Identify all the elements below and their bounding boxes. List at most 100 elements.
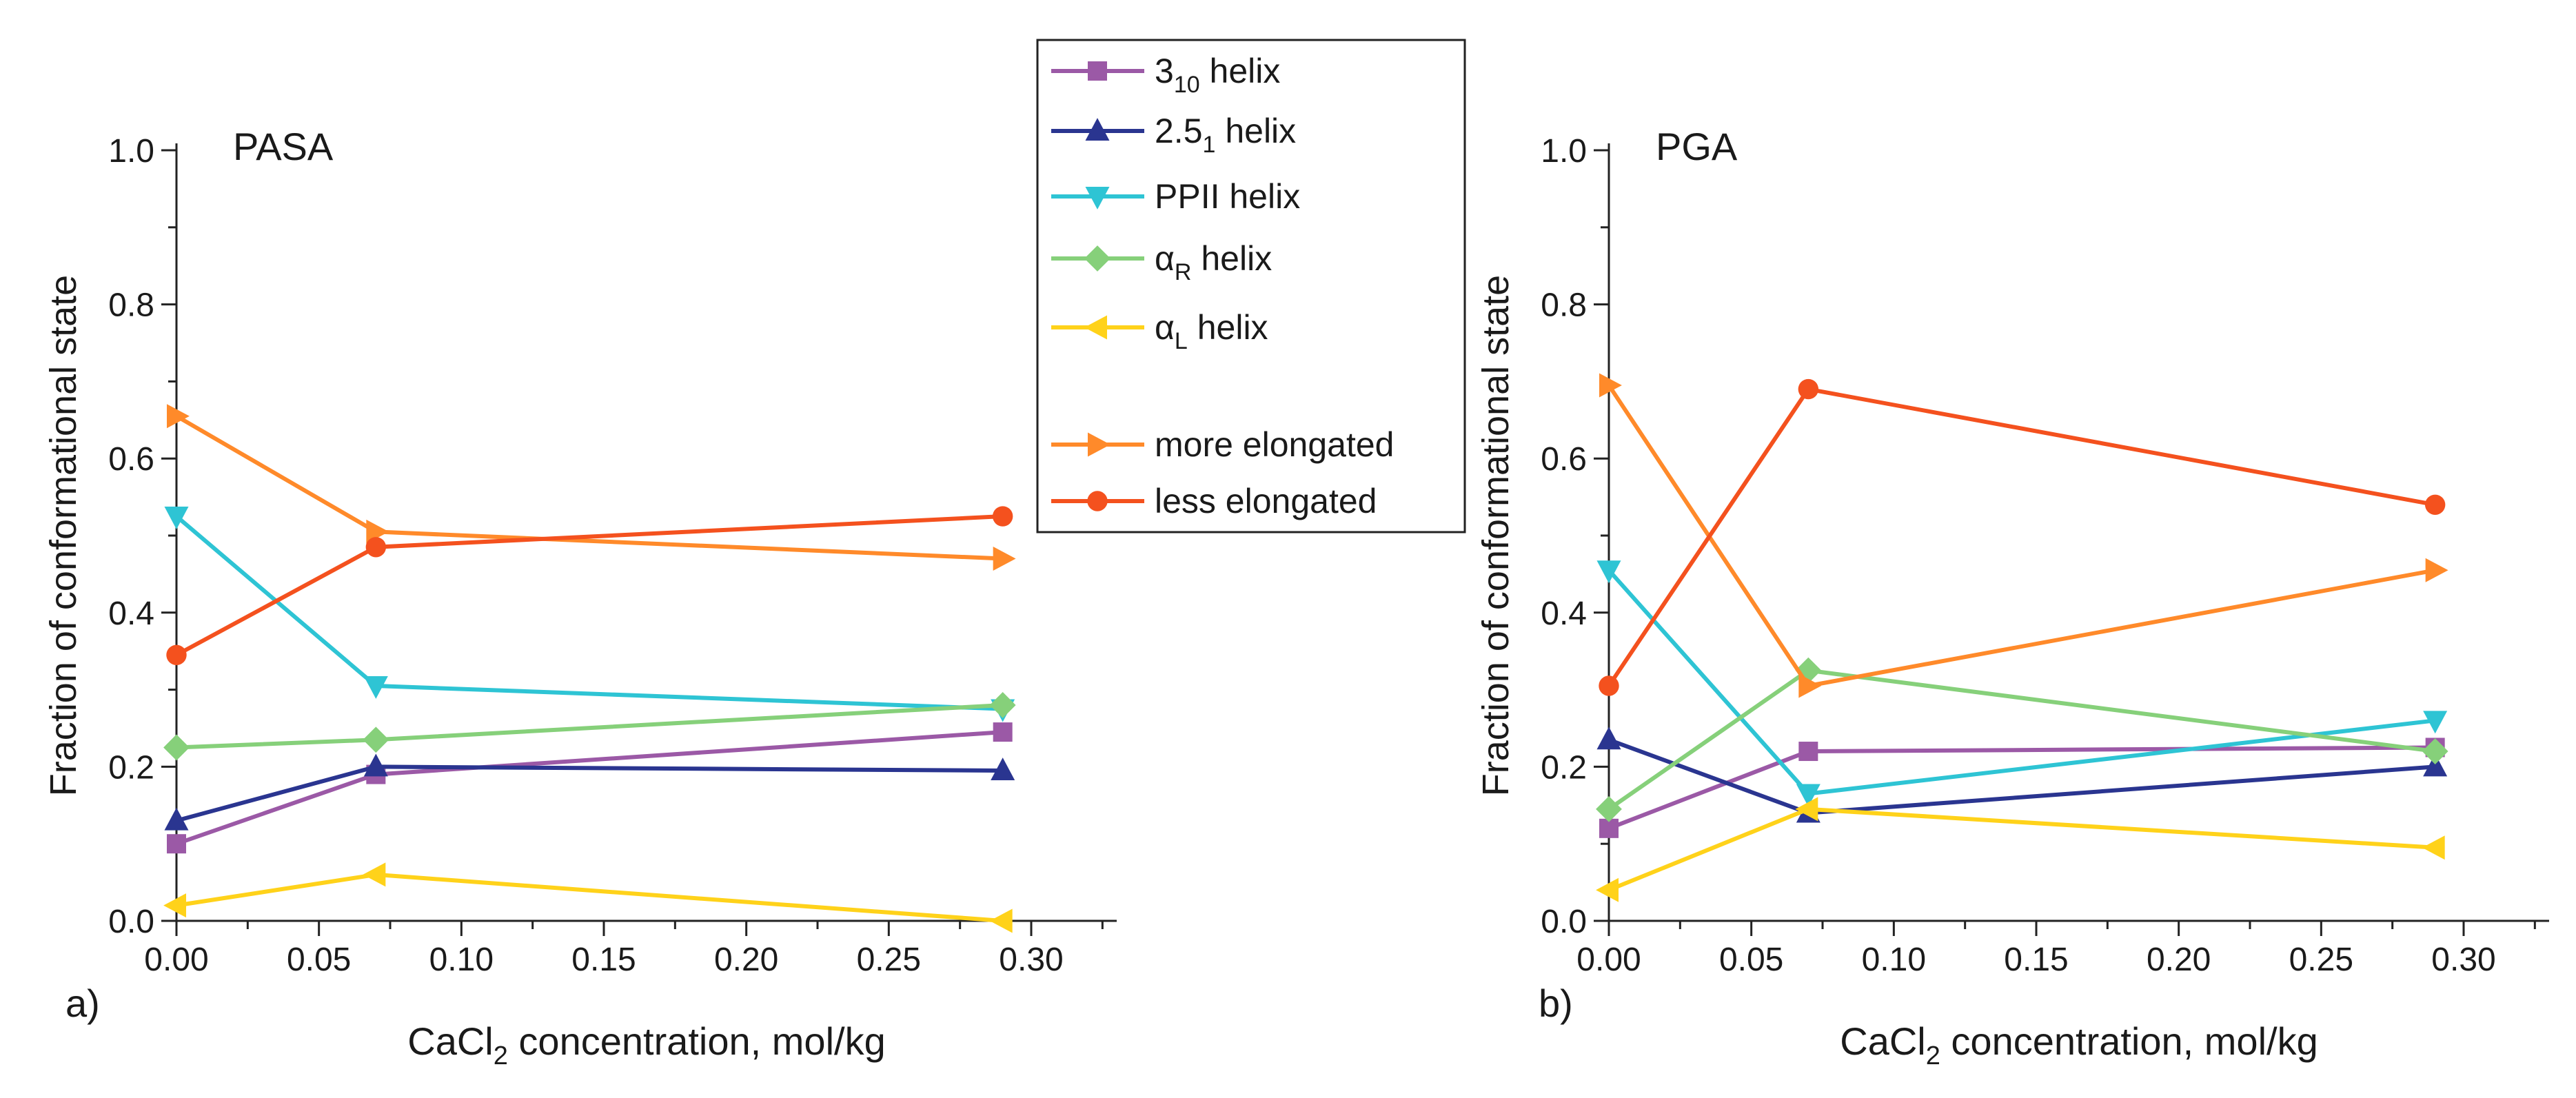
- data-point-more: [366, 519, 389, 544]
- legend-item-ppii: PPII helix: [1051, 177, 1300, 216]
- legend-item-aL: αL helix: [1051, 308, 1268, 354]
- legend-marker: [1087, 491, 1108, 511]
- x-tick-label: 0.15: [2004, 942, 2068, 978]
- data-point-h310: [167, 834, 186, 854]
- series-line-less: [175, 514, 1003, 657]
- y-axis-label: Fraction of conformational state: [1475, 275, 1517, 796]
- data-point-aR: [2422, 738, 2448, 764]
- series-aR: [163, 692, 1016, 761]
- data-point-aR: [363, 726, 389, 753]
- x-axis-label: CaCl2 concentration, mol/kg: [407, 1019, 885, 1070]
- legend-marker: [1084, 245, 1110, 272]
- legend-item-h251: 2.51 helix: [1051, 112, 1296, 158]
- legend-label: 310 helix: [1155, 52, 1280, 98]
- y-tick-label: 0.6: [108, 441, 154, 478]
- series-line-aL: [176, 872, 1003, 923]
- legend-label: αL helix: [1155, 308, 1268, 354]
- x-tick-label: 0.25: [2289, 942, 2353, 978]
- x-tick-label: 0.00: [144, 942, 208, 978]
- data-point-aR: [989, 692, 1016, 718]
- data-point-h310: [1798, 742, 1818, 762]
- series-line-less: [1607, 387, 2436, 687]
- x-tick-label: 0.05: [1719, 942, 1783, 978]
- data-point-aL: [363, 862, 386, 887]
- legend-marker: [1085, 187, 1110, 210]
- data-point-aL: [163, 893, 186, 918]
- x-tick-label: 0.10: [429, 942, 494, 978]
- data-point-h251: [2423, 753, 2448, 777]
- data-point-ppii: [363, 676, 388, 699]
- series-less: [166, 506, 1013, 665]
- legend-label: 2.51 helix: [1155, 112, 1296, 158]
- y-axis-label: Fraction of conformational state: [43, 275, 84, 796]
- data-point-aL: [1596, 877, 1619, 902]
- chart-panel-pga: 0.0 0.2 0.4 0.6 0.8 1.0 0.00 0.05 0.10 0.15 0.20 0.…: [1475, 125, 2549, 1070]
- series-line-ppii: [175, 514, 1003, 711]
- legend-label: αR helix: [1155, 239, 1272, 285]
- x-tick-label: 0.20: [714, 942, 778, 978]
- data-point-ppii: [1796, 784, 1821, 807]
- chart-panel-pasa: 0.0 0.2 0.4 0.6 0.8 1.0 0.00 0.05 0.10 0.15 0.20 0.…: [43, 125, 1117, 1070]
- x-tick-label: 0.15: [571, 942, 636, 978]
- data-point-aL: [1795, 797, 1818, 822]
- data-point-aL: [989, 908, 1013, 933]
- series-h251: [164, 753, 1015, 831]
- legend-label: less elongated: [1155, 482, 1377, 520]
- legend-item-more: more elongated: [1051, 425, 1394, 464]
- y-tick-label: 0.8: [1541, 287, 1587, 324]
- series-less: [1599, 378, 2446, 696]
- data-point-ppii: [2423, 711, 2448, 734]
- data-point-more: [1798, 673, 1822, 698]
- data-point-more: [993, 547, 1016, 571]
- x-tick-label: 0.05: [287, 942, 351, 978]
- panel-title: PGA: [1656, 125, 1738, 168]
- data-point-aL: [2422, 835, 2445, 860]
- series-h251: [1596, 726, 2448, 823]
- series-more: [1599, 373, 2448, 698]
- legend-marker: [1088, 61, 1107, 81]
- y-tick-label: 0.0: [1541, 904, 1587, 940]
- x-tick-label: 0.10: [1862, 942, 1926, 978]
- data-point-less: [1798, 378, 1819, 400]
- series-line-h310: [1608, 745, 2435, 831]
- series-ppii: [1596, 560, 2448, 807]
- series-line-ppii: [1607, 569, 2436, 796]
- legend-box: [1036, 39, 1466, 533]
- series-aL: [163, 862, 1013, 933]
- legend: 310 helix 2.51 helix PPII helix αR helix αL …: [1036, 39, 1466, 533]
- legend-label: more elongated: [1155, 425, 1394, 464]
- series-aL: [1596, 797, 2445, 902]
- legend-label: PPII helix: [1155, 177, 1300, 216]
- y-tick-label: 0.6: [1541, 441, 1587, 478]
- series-line-h251: [176, 764, 1003, 823]
- x-axis-label: CaCl2 concentration, mol/kg: [1840, 1019, 2318, 1070]
- y-tick-label: 0.8: [108, 287, 154, 324]
- legend-marker: [1084, 315, 1107, 340]
- data-point-less: [2424, 494, 2446, 515]
- data-point-h251: [1596, 726, 1621, 750]
- panel-label: a): [65, 982, 100, 1025]
- y-tick-label: 0.4: [108, 596, 154, 632]
- data-point-more: [167, 404, 190, 429]
- data-point-less: [992, 506, 1013, 527]
- legend-marker: [1085, 118, 1110, 141]
- x-tick-label: 0.30: [2431, 942, 2495, 978]
- series-more: [167, 404, 1016, 571]
- x-tick-label: 0.20: [2147, 942, 2211, 978]
- data-point-h310: [993, 722, 1013, 742]
- x-tick-label: 0.30: [999, 942, 1063, 978]
- data-point-h251: [991, 758, 1015, 780]
- legend-item-aR: αR helix: [1051, 239, 1272, 285]
- legend-marker: [1088, 432, 1110, 457]
- data-point-ppii: [1596, 560, 1621, 584]
- legend-item-less: less elongated: [1051, 482, 1377, 520]
- y-tick-label: 0.0: [108, 904, 154, 940]
- series-line-aR: [1608, 668, 2436, 811]
- data-point-less: [166, 644, 187, 665]
- data-point-h251: [164, 807, 189, 831]
- y-tick-label: 0.2: [1541, 749, 1587, 786]
- data-point-less: [1599, 675, 1619, 696]
- panel-label: b): [1539, 982, 1573, 1025]
- data-point-ppii: [164, 507, 189, 529]
